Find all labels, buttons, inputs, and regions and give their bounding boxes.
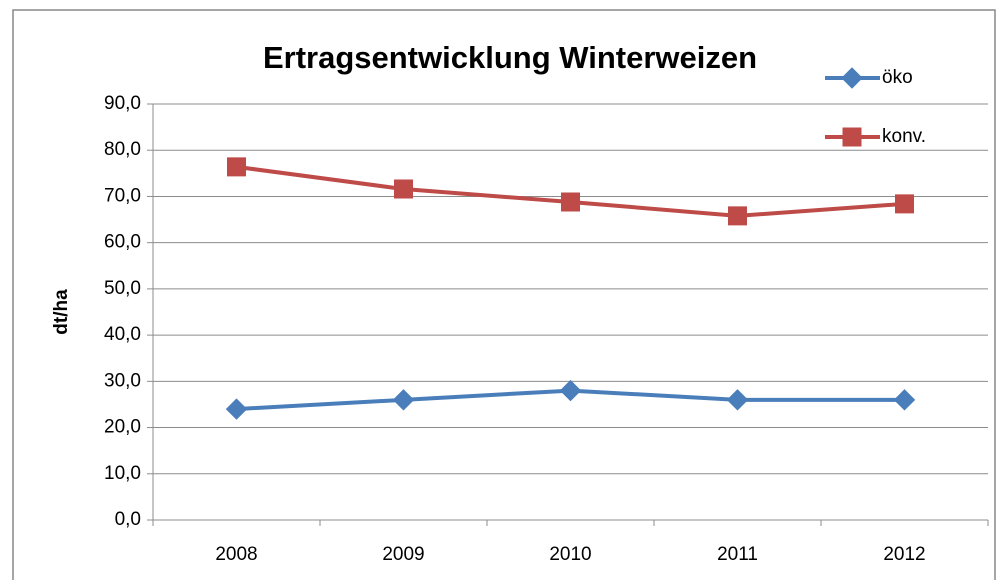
- legend-marker: [842, 127, 862, 147]
- x-tick-label: 2009: [382, 544, 424, 565]
- y-tick-label: 20,0: [104, 417, 141, 438]
- data-point: [559, 379, 582, 402]
- legend-label: konv.: [882, 126, 926, 147]
- y-tick-label: 60,0: [104, 232, 141, 253]
- chart-title: Ertragsentwicklung Winterweizen: [263, 40, 757, 75]
- data-point: [728, 206, 747, 226]
- y-tick-label: 30,0: [104, 370, 141, 391]
- y-tick-label: 50,0: [104, 278, 141, 299]
- x-tick-label: 2010: [549, 544, 591, 565]
- data-point: [392, 389, 415, 411]
- data-point: [394, 179, 413, 199]
- y-tick-label: 10,0: [104, 463, 141, 484]
- y-axis-label: dt/ha: [51, 289, 72, 335]
- y-tick-label: 70,0: [104, 185, 141, 206]
- data-point: [225, 398, 248, 420]
- legend-marker: [841, 67, 863, 89]
- data-point: [893, 389, 916, 411]
- chart-border: [12, 9, 996, 580]
- y-tick-label: 0,0: [115, 509, 141, 530]
- data-point: [227, 157, 246, 177]
- data-point: [726, 389, 749, 411]
- data-point: [561, 192, 580, 212]
- y-tick-label: 40,0: [104, 324, 141, 345]
- data-point: [895, 194, 914, 214]
- x-tick-label: 2012: [883, 544, 925, 565]
- x-tick-label: 2011: [717, 544, 758, 565]
- y-tick-label: 90,0: [104, 93, 141, 114]
- y-tick-label: 80,0: [104, 139, 141, 160]
- legend-label: öko: [882, 67, 913, 88]
- x-tick-label: 2008: [215, 544, 257, 565]
